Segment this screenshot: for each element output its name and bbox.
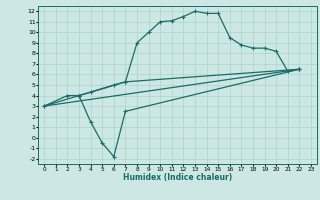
X-axis label: Humidex (Indice chaleur): Humidex (Indice chaleur)	[123, 173, 232, 182]
